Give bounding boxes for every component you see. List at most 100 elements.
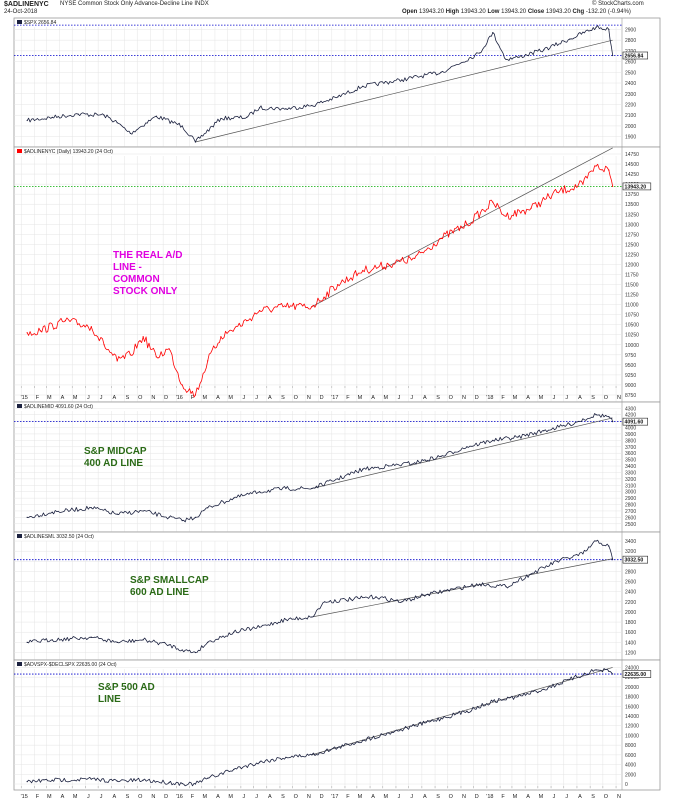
series-line [26,25,614,143]
data-point [556,191,558,193]
data-point [181,384,183,386]
low-label: Low [487,9,500,15]
x-tick-label: O [449,395,454,401]
data-point [492,32,494,34]
annotation-line: STOCK ONLY [113,286,178,297]
data-point [440,455,442,458]
y-tick-label: 2000 [625,124,636,130]
data-point [595,540,597,542]
data-point [414,725,416,727]
legend-label: $ADLINENYC (Daily) 13943.20 (24 Oct) [24,149,113,155]
y-tick-label: 13000 [625,222,639,228]
x-tick-label: S [436,395,440,401]
x-tick-label: '16 [176,395,183,401]
data-point [492,439,494,441]
legend-label: $ADVSPX-$DECLSPX 22635.00 (24 Oct) [24,662,117,668]
panel-legend: $ADLINEMID 4091.60 (24 Oct) [17,404,93,410]
y-tick-label: 13500 [625,202,639,208]
annotation-line: LINE - [113,262,142,273]
data-point [77,113,79,115]
open-value: 13943.20 [419,9,445,15]
data-point [608,416,610,418]
panel-3: 1200140016001800200022002400260028003000… [13,531,661,661]
x-tick-label: O [604,395,609,401]
x-tick-label: N [307,395,311,401]
y-tick-label: 4200 [625,413,636,419]
y-tick-label: 4000 [625,426,636,432]
annotation-smallcap: S&P SMALLCAP 600 AD LINE [130,575,209,599]
data-point [194,516,197,518]
last-value-box [622,51,649,60]
data-point [285,618,287,621]
data-point [362,739,364,741]
y-tick-label: 10750 [625,313,639,319]
y-tick-label: 12000 [625,262,639,268]
brand-logo: © StockCharts.com [592,1,644,7]
data-point [375,596,377,598]
legend-label: $ADLINESML 3032.50 (24 Oct) [24,534,94,540]
data-point [362,85,364,87]
x-tick-label: A [423,395,427,401]
panel-legend: $ADLINESML 3032.50 (24 Oct) [17,534,94,540]
x-tick-label: A [371,794,375,800]
y-tick-label: 11750 [625,273,639,279]
panel-frame [13,659,661,791]
data-point [388,465,390,467]
series-line [27,539,614,654]
panel-legend: $ADVSPX-$DECLSPX 22635.00 (24 Oct) [17,662,117,668]
x-tick-label: S [591,794,595,800]
data-point [556,560,558,562]
data-point [543,688,545,690]
x-tick-label: F [191,395,195,401]
x-tick-label: A [371,395,375,401]
annotation-line: THE REAL A/D [113,250,183,261]
x-tick-label: D [320,395,324,401]
data-point [337,96,339,98]
x-tick-label: J [553,395,556,401]
data-point [388,732,390,734]
y-tick-label: 3900 [625,432,636,438]
x-tick-label: A [216,395,220,401]
x-tick-label: J [553,794,556,800]
low-value: 13943.20 [501,9,527,15]
data-point [168,644,170,646]
data-point [543,49,545,51]
data-point [181,519,183,522]
y-tick-label: 2400 [625,81,636,87]
data-point [608,545,610,547]
y-tick-label: 2200 [625,102,636,108]
data-point [39,330,41,332]
data-point [388,263,390,266]
y-tick-label: 3200 [625,549,636,555]
open-label: Open [402,9,418,15]
x-tick-label: M [202,794,207,800]
data-point [492,201,494,203]
y-tick-label: 2800 [625,569,636,575]
legend-swatch [17,404,22,408]
data-point [142,336,144,338]
data-point [285,108,287,110]
x-tick-label: A [268,395,272,401]
data-point [233,768,235,771]
last-value-box [622,417,649,426]
data-point [311,104,313,107]
x-tick-label: M [383,395,388,401]
x-tick-label: M [358,395,363,401]
chg-label: Chg [572,9,585,15]
x-tick-label: S [281,794,285,800]
x-tick-label: M [358,794,363,800]
y-tick-label: 3100 [625,483,636,489]
annotation-line: LINE [98,694,121,705]
y-tick-label: 14750 [625,152,639,158]
x-tick-label: J [565,794,568,800]
data-point [530,207,532,209]
x-tick-label: M [73,395,78,401]
data-point [116,513,118,515]
data-point [479,583,481,585]
data-point [103,114,105,116]
y-tick-label: 2600 [625,515,636,521]
y-tick-label: 20000 [625,685,639,691]
data-point [258,491,261,493]
data-point [194,141,197,143]
x-tick-label: J [410,794,413,800]
